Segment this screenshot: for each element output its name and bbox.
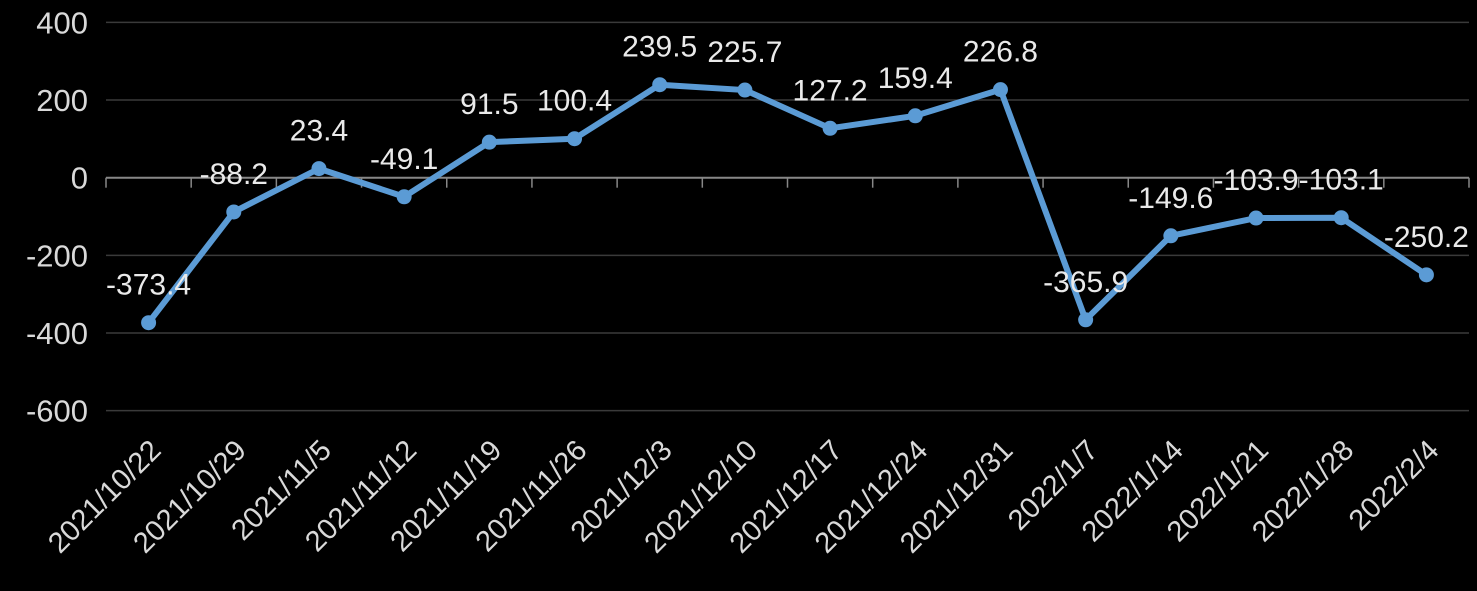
data-point-label: -49.1 xyxy=(370,143,438,176)
data-point-marker[interactable] xyxy=(1248,210,1264,226)
data-point-marker[interactable] xyxy=(226,204,242,220)
data-point-marker[interactable] xyxy=(567,131,583,147)
data-point-marker[interactable] xyxy=(992,82,1008,98)
data-point-label: -373.4 xyxy=(106,269,191,302)
data-point-label: -103.9 xyxy=(1213,164,1298,197)
data-point-marker[interactable] xyxy=(396,189,412,205)
data-point-marker[interactable] xyxy=(1333,210,1349,226)
data-point-marker[interactable] xyxy=(907,108,923,124)
data-point-marker[interactable] xyxy=(822,120,838,136)
data-point-label: -250.2 xyxy=(1384,221,1469,254)
x-axis-tick-label: 2022/2/4 xyxy=(1343,434,1445,536)
data-point-label: 226.8 xyxy=(963,36,1038,69)
data-point-label: -365.9 xyxy=(1043,266,1128,299)
data-point-label: 239.5 xyxy=(622,31,697,64)
y-axis-tick-label: 400 xyxy=(36,5,88,40)
data-point-marker[interactable] xyxy=(481,134,497,150)
data-point-label: 23.4 xyxy=(290,115,348,148)
series-line xyxy=(145,81,1430,326)
data-point-label: 91.5 xyxy=(460,88,518,121)
data-point-label: 127.2 xyxy=(793,74,868,107)
data-point-marker[interactable] xyxy=(652,77,668,93)
y-axis-tick-label: 0 xyxy=(71,161,88,196)
y-axis-tick-label: -200 xyxy=(26,238,88,273)
data-point-label: -103.1 xyxy=(1299,164,1384,197)
y-axis-tick-label: -400 xyxy=(26,316,88,351)
data-point-marker[interactable] xyxy=(1163,228,1179,244)
data-point-marker[interactable] xyxy=(737,82,753,98)
data-point-label: -88.2 xyxy=(200,158,268,191)
data-point-label: 225.7 xyxy=(707,36,782,69)
y-axis-tick-label: -600 xyxy=(26,394,88,429)
data-point-marker[interactable] xyxy=(141,315,157,331)
data-point-marker[interactable] xyxy=(1418,267,1434,283)
data-point-label: -149.6 xyxy=(1128,182,1213,215)
y-axis-tick-label: 200 xyxy=(36,83,88,118)
data-point-label: 159.4 xyxy=(878,62,953,95)
data-point-label: 100.4 xyxy=(537,85,612,118)
data-point-marker[interactable] xyxy=(1078,312,1094,328)
data-point-marker[interactable] xyxy=(311,161,327,177)
